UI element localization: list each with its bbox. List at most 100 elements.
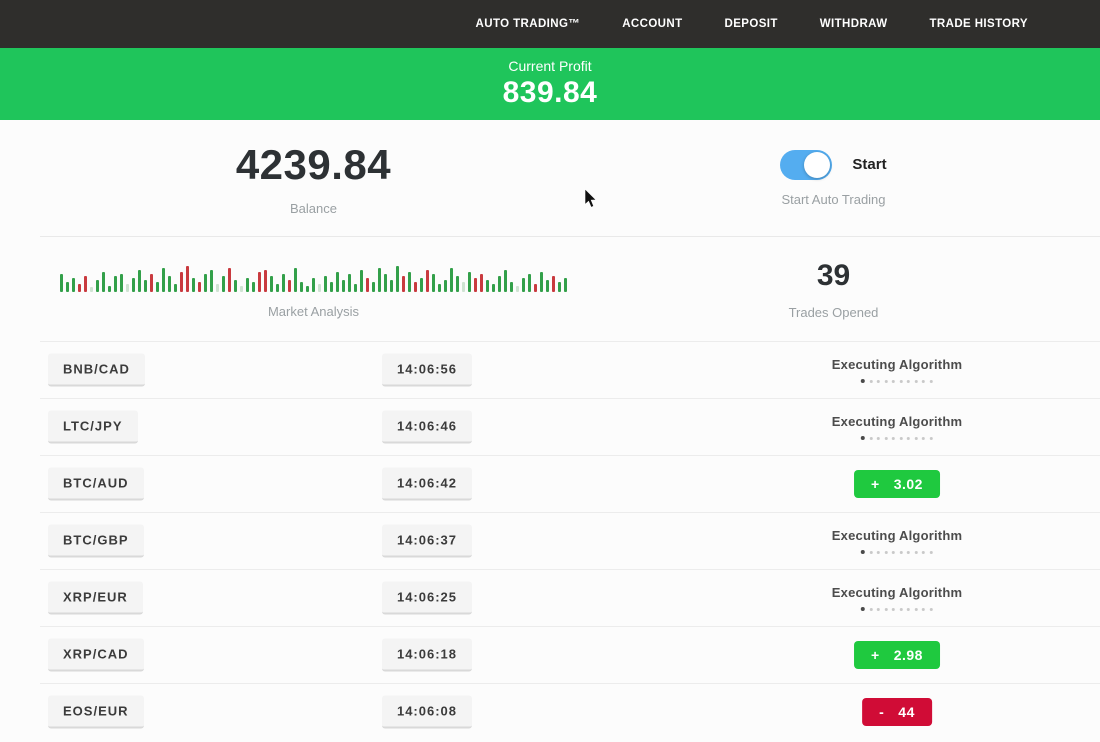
result-value: 2.98: [893, 647, 923, 663]
progress-dot: [884, 436, 888, 440]
market-bar: [204, 273, 207, 292]
nav-item-auto-trading[interactable]: AUTO TRADING™: [475, 18, 581, 30]
progress-dot: [922, 607, 926, 611]
market-bar: [456, 275, 459, 292]
result-value: 3.02: [893, 476, 923, 492]
progress-dot: [892, 379, 896, 383]
market-bar: [168, 275, 171, 292]
market-bar: [120, 273, 123, 292]
market-bar: [426, 269, 429, 292]
market-bar: [540, 271, 543, 292]
section-divider: [40, 236, 1100, 237]
result-cell: +3.02: [854, 470, 940, 498]
executing-status: Executing Algorithm: [832, 585, 962, 611]
pair-badge: BTC/GBP: [48, 524, 144, 558]
market-bar: [294, 267, 297, 292]
progress-dot: [929, 607, 933, 611]
market-bar: [72, 277, 75, 292]
executing-status: Executing Algorithm: [832, 357, 962, 383]
market-bar: [234, 279, 237, 292]
pair-badge: XRP/CAD: [48, 638, 144, 672]
progress-dot: [869, 379, 873, 383]
result-sign: -: [879, 704, 885, 720]
market-bar: [486, 279, 489, 292]
trade-row: BTC/AUD 14:06:42 +3.02: [40, 455, 1100, 512]
market-bar: [174, 283, 177, 292]
nav-item-withdraw[interactable]: WITHDRAW: [819, 18, 888, 30]
progress-dot: [922, 436, 926, 440]
market-bar: [552, 275, 555, 292]
current-profit-banner: Current Profit 839.84: [0, 48, 1100, 120]
executing-label: Executing Algorithm: [831, 414, 963, 429]
market-bar: [210, 269, 213, 292]
market-bar: [564, 277, 567, 292]
progress-dot: [922, 379, 926, 383]
progress-dot: [877, 379, 881, 383]
trades-opened-cell: 39 Trades Opened: [627, 237, 1040, 341]
executing-label: Executing Algorithm: [831, 585, 963, 600]
market-bar: [108, 285, 111, 292]
auto-trading-caption: Start Auto Trading: [781, 191, 886, 207]
progress-dots: [861, 436, 933, 440]
profit-badge: +3.02: [854, 470, 940, 498]
market-bar: [216, 283, 219, 292]
market-bar: [138, 269, 141, 292]
market-bar: [402, 275, 405, 292]
result-value: 44: [898, 704, 915, 720]
market-bar: [492, 283, 495, 292]
progress-dot: [929, 436, 933, 440]
progress-dot: [892, 607, 896, 611]
nav-item-trade-history[interactable]: TRADE HISTORY: [929, 18, 1028, 30]
progress-dot: [884, 607, 888, 611]
nav-item-deposit[interactable]: DEPOSIT: [724, 18, 778, 30]
market-bar: [276, 283, 279, 292]
current-profit-value: 839.84: [502, 76, 598, 109]
progress-dot: [929, 550, 933, 554]
result-cell: -44: [862, 698, 932, 726]
market-bar: [66, 281, 69, 292]
progress-dots: [861, 607, 933, 611]
market-bar: [474, 277, 477, 292]
start-auto-trading-toggle[interactable]: [780, 149, 833, 180]
market-bar: [150, 273, 153, 292]
market-bar: [240, 285, 243, 292]
progress-dot: [877, 550, 881, 554]
result-sign: +: [871, 476, 880, 492]
market-bar: [288, 279, 291, 292]
trade-row: XRP/EUR 14:06:25 Executing Algorithm: [40, 569, 1100, 626]
progress-dot: [914, 436, 918, 440]
market-bar: [366, 277, 369, 292]
progress-dot: [899, 607, 903, 611]
market-bar: [360, 269, 363, 292]
market-bar: [180, 271, 183, 292]
progress-dot: [892, 436, 896, 440]
market-bar: [270, 275, 273, 292]
balance-caption: Balance: [290, 200, 337, 216]
market-bar: [480, 273, 483, 292]
result-cell: +2.98: [854, 641, 940, 669]
market-bar: [312, 277, 315, 292]
market-bar: [84, 275, 87, 292]
market-analysis-caption: Market Analysis: [267, 303, 360, 319]
progress-dot: [907, 379, 911, 383]
progress-dot: [907, 607, 911, 611]
auto-trading-cell: Start Start Auto Trading: [627, 120, 1040, 236]
time-badge: 14:06:18: [381, 638, 473, 672]
market-bar: [378, 267, 381, 292]
market-bar: [516, 285, 519, 292]
result-cell: Executing Algorithm: [832, 414, 962, 440]
market-bar: [528, 273, 531, 292]
market-bar: [258, 271, 261, 292]
progress-dot: [922, 550, 926, 554]
market-bar: [354, 283, 357, 292]
progress-dot: [907, 436, 911, 440]
trade-row: XRP/CAD 14:06:18 +2.98: [40, 626, 1100, 683]
progress-dot: [907, 550, 911, 554]
market-bar: [222, 275, 225, 292]
market-bar: [390, 279, 393, 292]
market-bar: [228, 267, 231, 292]
nav-item-account[interactable]: ACCOUNT: [622, 18, 683, 30]
market-bar: [318, 283, 321, 292]
market-bar: [468, 271, 471, 292]
progress-dot: [861, 550, 866, 554]
